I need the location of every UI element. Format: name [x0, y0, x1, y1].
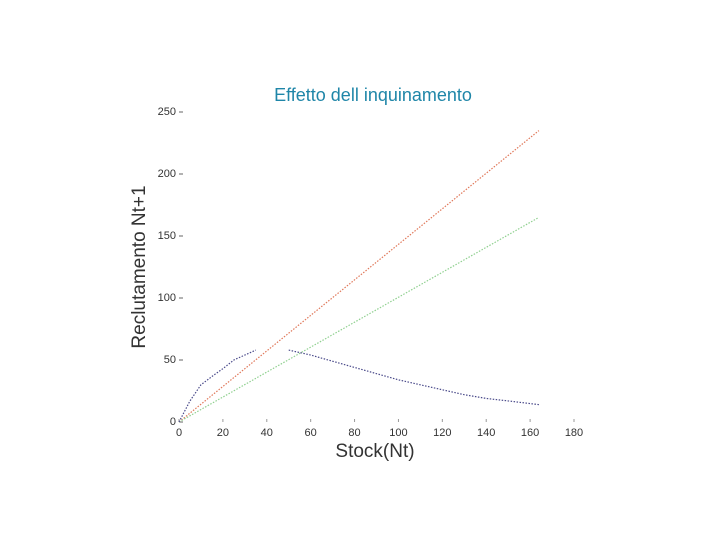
x-tick-label: 160 — [521, 427, 539, 439]
y-tick-label: 200 — [158, 168, 176, 180]
y-tick-label: 150 — [158, 230, 176, 242]
series-line — [178, 349, 539, 423]
y-tick-label: 100 — [158, 292, 176, 304]
x-tick-label: 120 — [433, 427, 451, 439]
x-tick-label: 60 — [305, 427, 317, 439]
x-tick-label: 180 — [565, 427, 583, 439]
y-axis-label: Reclutamento Nt+1 — [129, 185, 150, 348]
x-tick-label: 100 — [389, 427, 407, 439]
x-tick-label: 0 — [176, 427, 182, 439]
x-tick-label: 20 — [217, 427, 229, 439]
x-tick-label: 40 — [261, 427, 273, 439]
series-line — [178, 130, 540, 423]
chart-title: Effetto dell inquinamento — [274, 85, 472, 105]
y-tick-label: 0 — [170, 416, 176, 428]
x-tick-label: 140 — [477, 427, 495, 439]
x-axis-label: Stock(Nt) — [335, 441, 414, 462]
y-tick-label: 50 — [164, 354, 176, 366]
y-tick-label: 250 — [158, 106, 176, 118]
series-line — [178, 216, 540, 423]
x-tick-label: 80 — [348, 427, 360, 439]
